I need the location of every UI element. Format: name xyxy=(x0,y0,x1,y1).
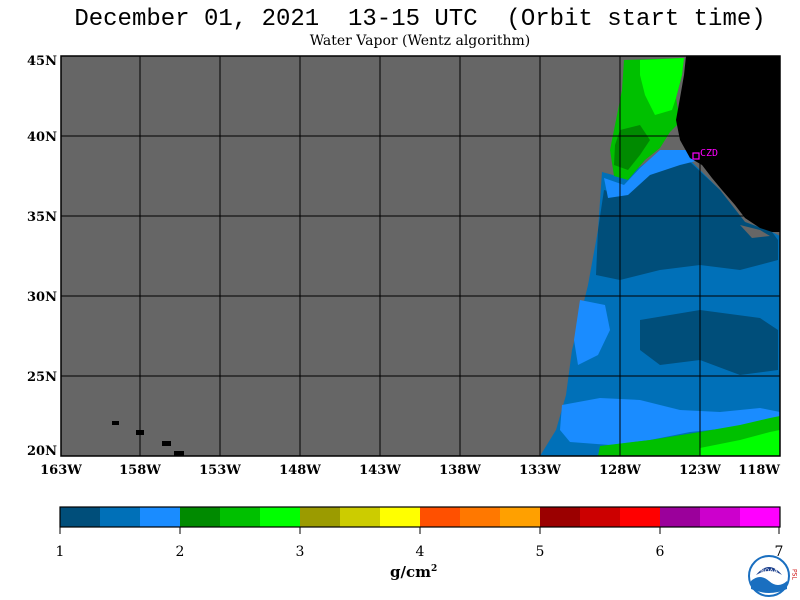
swath-dark-blue xyxy=(596,162,778,280)
colorbar-swatch xyxy=(260,507,301,527)
noaa-logo-wave xyxy=(751,577,787,593)
colorbar-swatch xyxy=(180,507,221,527)
swath-bright-green-north xyxy=(640,58,684,115)
noaa-logo-text: NOAA xyxy=(760,568,778,575)
unit-base: g/cm xyxy=(390,563,431,581)
lon-label-118w: 118W xyxy=(738,463,780,478)
colorbar-swatch xyxy=(140,507,181,527)
lon-label-158w: 158W xyxy=(119,463,161,478)
lat-label-30n: 30N xyxy=(27,290,57,305)
unit-superscript: 2 xyxy=(430,564,438,574)
lat-label-35n: 35N xyxy=(27,210,57,225)
colorbar-ticks xyxy=(59,527,780,534)
land-north-america xyxy=(676,56,780,232)
map-frame xyxy=(60,55,781,457)
colorbar-label-4: 4 xyxy=(416,544,425,560)
swath-light-blue-south xyxy=(560,398,780,445)
lat-label-25n: 25N xyxy=(27,370,57,385)
lon-label-133w: 133W xyxy=(519,463,561,478)
swath-light-blue-north xyxy=(604,150,700,198)
island-maui xyxy=(162,441,171,446)
latitude-labels: 45N 40N 35N 30N 25N 20N xyxy=(27,54,57,459)
colorbar-label-1: 1 xyxy=(56,544,65,560)
colorbar-swatch xyxy=(500,507,541,527)
colorbar-swatch xyxy=(380,507,421,527)
longitude-labels: 163W 158W 153W 148W 143W 138W 133W 128W … xyxy=(40,463,780,478)
island-hawaii xyxy=(174,451,184,456)
colorbar-labels: 1 2 3 4 5 6 7 xyxy=(56,544,784,560)
colorbar-swatch xyxy=(300,507,341,527)
colorbar-swatch xyxy=(620,507,661,527)
map-gridlines xyxy=(61,56,780,456)
noaa-logo-side-text: PSL xyxy=(791,569,798,580)
station-label: CZD xyxy=(700,148,718,159)
colorbar-swatch xyxy=(580,507,621,527)
lon-label-143w: 143W xyxy=(359,463,401,478)
noaa-logo-bird xyxy=(756,567,782,575)
lat-label-45n: 45N xyxy=(27,54,57,69)
colorbar-swatch xyxy=(100,507,141,527)
colorbar-swatch xyxy=(220,507,261,527)
swath-dark-blue-mid xyxy=(640,310,778,375)
colorbar-label-2: 2 xyxy=(176,544,185,560)
lon-label-148w: 148W xyxy=(279,463,321,478)
colorbar-label-5: 5 xyxy=(536,544,545,560)
swath-light-blue-west xyxy=(574,300,610,365)
colorbar-label-7: 7 xyxy=(775,544,784,560)
lon-label-153w: 153W xyxy=(199,463,241,478)
lat-label-40n: 40N xyxy=(27,130,57,145)
station-marker: CZD xyxy=(692,148,718,160)
colorbar-unit: g/cm2 xyxy=(390,563,437,581)
lon-label-128w: 128W xyxy=(599,463,641,478)
colorbar-swatch xyxy=(60,507,101,527)
colorbar-swatch xyxy=(460,507,501,527)
colorbar-swatch xyxy=(740,507,781,527)
station-box xyxy=(692,152,700,160)
map-title: December 01, 2021 13-15 UTC (Orbit start… xyxy=(74,6,766,33)
colorbar-label-6: 6 xyxy=(656,544,665,560)
map-subtitle: Water Vapor (Wentz algorithm) xyxy=(309,33,531,49)
lon-label-138w: 138W xyxy=(439,463,481,478)
colorbar-swatch xyxy=(700,507,741,527)
no-data-coastal-sliver xyxy=(740,225,770,238)
colorbar-swatch xyxy=(340,507,381,527)
map-panel: CZD xyxy=(60,55,781,457)
lon-label-123w: 123W xyxy=(679,463,721,478)
noaa-logo[interactable]: NOAA PSL xyxy=(748,553,798,599)
swath-bright-green-south xyxy=(700,430,780,456)
colorbar-swatch xyxy=(540,507,581,527)
water-vapor-swath xyxy=(540,58,780,456)
lat-label-20n: 20N xyxy=(27,444,57,459)
island-kauai xyxy=(112,421,119,425)
colorbar-swatch xyxy=(660,507,701,527)
colorbar xyxy=(60,507,781,527)
lon-label-163w: 163W xyxy=(40,463,82,478)
colorbar-swatch xyxy=(420,507,461,527)
colorbar-label-3: 3 xyxy=(296,544,305,560)
